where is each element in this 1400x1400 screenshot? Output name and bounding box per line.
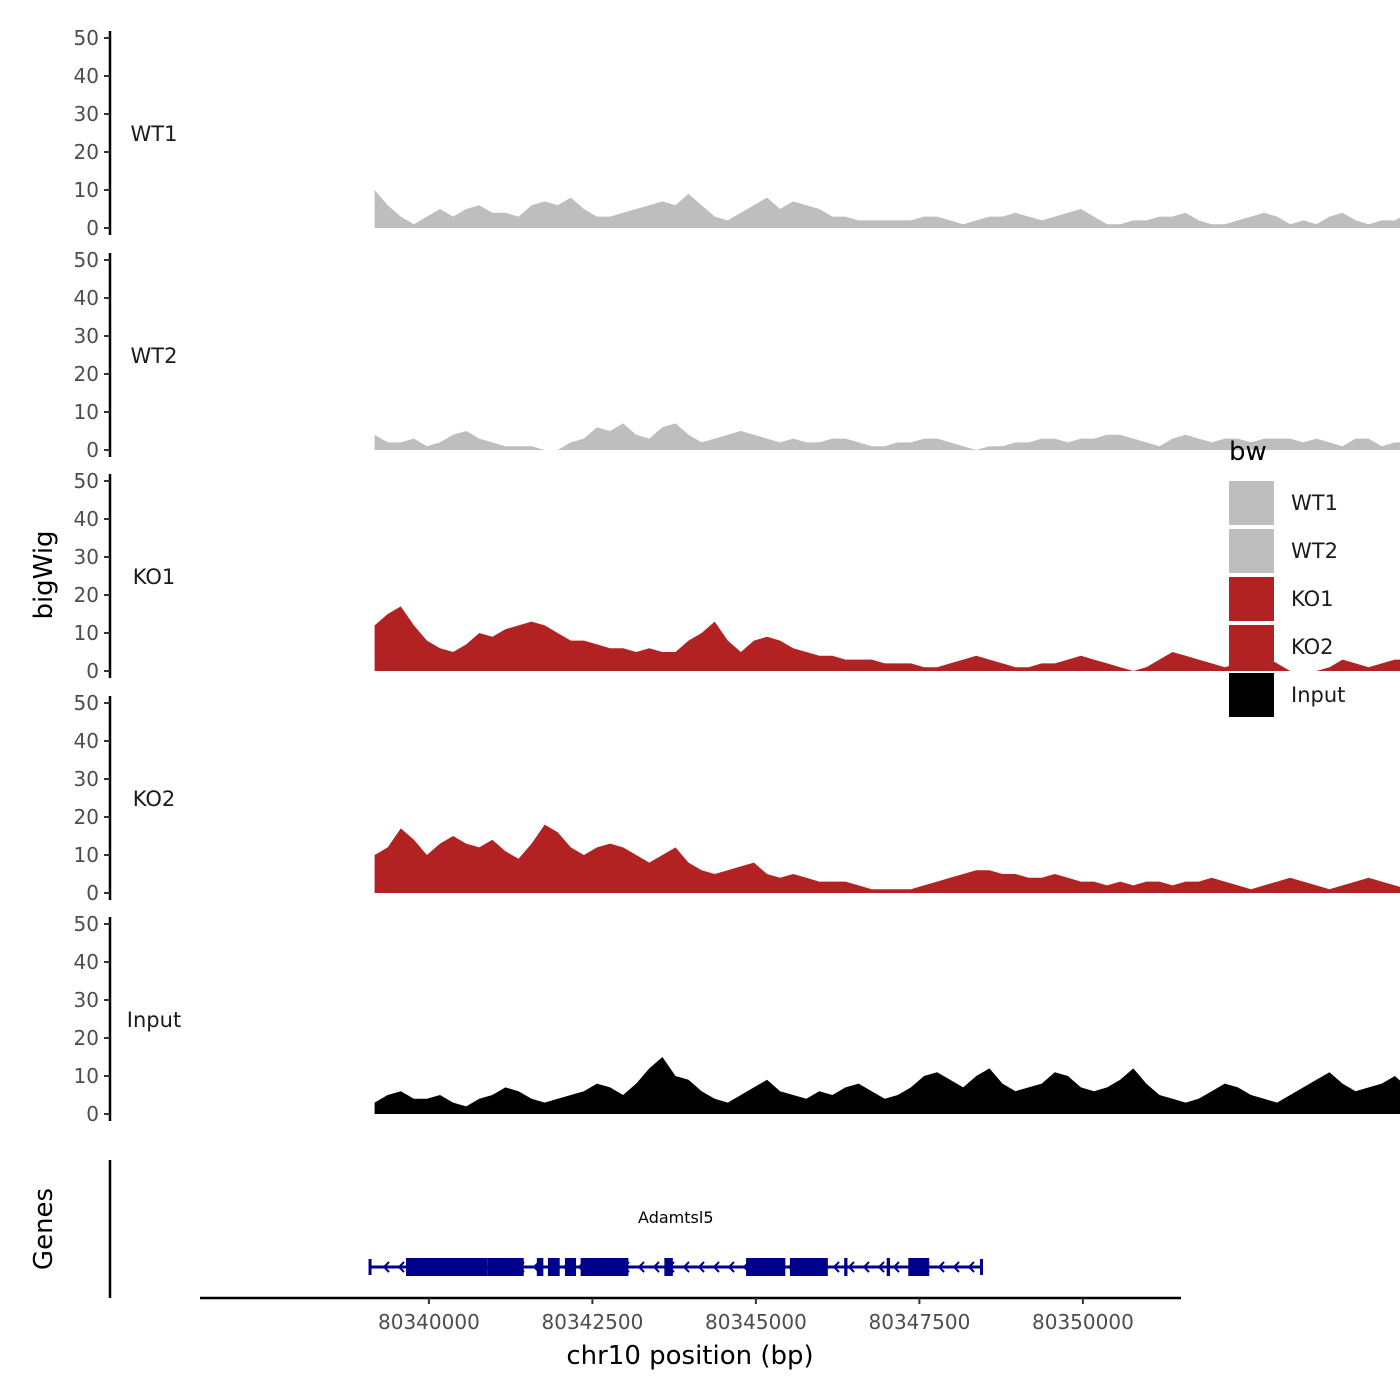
y-axis-title-group: bigWig	[29, 530, 59, 619]
gene-exon	[487, 1258, 524, 1276]
legend-key-wt1	[1229, 481, 1274, 525]
x-tick-label: 80347500	[869, 1310, 971, 1334]
track-wt1: 0 10 20 30 40 50 WT1	[74, 26, 1400, 240]
y-tick-label: 10	[74, 178, 99, 202]
strand-arrow	[862, 1261, 870, 1273]
strand-arrow	[832, 1261, 840, 1273]
legend-key-ko1	[1229, 577, 1274, 621]
y-tick-label: 50	[74, 469, 99, 493]
legend-key-ko2	[1229, 625, 1274, 669]
y-tick-label: 0	[86, 881, 99, 905]
coverage-area-ko2	[374, 824, 1400, 893]
strand-arrow	[937, 1261, 945, 1273]
x-tick-label: 80345000	[705, 1310, 807, 1334]
signal-tracks: 0 10 20 30 40 50 WT1 0 10 20 30 40 50 WT2 0 10 20 30 40 50 K…	[74, 26, 1400, 1126]
y-tick-label: 50	[74, 248, 99, 272]
y-tick-label: 20	[74, 583, 99, 607]
gene-exon	[536, 1258, 544, 1276]
y-tick-label: 10	[74, 843, 99, 867]
strand-arrow	[952, 1261, 960, 1273]
legend-label-ko2: KO2	[1291, 635, 1334, 659]
gene-exon	[564, 1258, 577, 1276]
gene-exon	[789, 1258, 828, 1276]
strand-arrow	[847, 1261, 855, 1273]
track-label: WT1	[131, 122, 178, 146]
x-tick-label: 80340000	[378, 1310, 480, 1334]
y-tick-label: 30	[74, 545, 99, 569]
coverage-area-wt1	[374, 190, 1400, 228]
gene-exon	[664, 1258, 673, 1276]
strand-arrow	[712, 1261, 720, 1273]
y-tick-label: 40	[74, 507, 99, 531]
coverage-area-input	[374, 1057, 1400, 1114]
strand-arrow	[892, 1261, 900, 1273]
y-tick-label: 40	[74, 64, 99, 88]
y-axis-title: bigWig	[29, 530, 59, 619]
y-tick-label: 0	[86, 659, 99, 683]
track-input: 0 10 20 30 40 50 Input	[74, 912, 1400, 1126]
strand-arrow	[682, 1261, 690, 1273]
gene-exon	[580, 1258, 629, 1276]
y-tick-label: 40	[74, 729, 99, 753]
y-tick-label: 0	[86, 1102, 99, 1126]
y-tick-label: 40	[74, 286, 99, 310]
coverage-area-ko1	[374, 606, 1400, 671]
y-tick-label: 10	[74, 621, 99, 645]
y-tick-label: 20	[74, 362, 99, 386]
coverage-area-wt2	[374, 423, 1400, 450]
gene-exon	[406, 1258, 488, 1276]
y-tick-label: 0	[86, 438, 99, 462]
y-tick-label: 30	[74, 988, 99, 1012]
y-tick-label: 0	[86, 216, 99, 240]
strand-arrow	[697, 1261, 705, 1273]
gene-exon	[746, 1258, 786, 1276]
track-label: WT2	[131, 344, 178, 368]
y-tick-label: 20	[74, 1026, 99, 1050]
legend-key-wt2	[1229, 529, 1274, 573]
strand-arrow	[967, 1261, 975, 1273]
strand-arrow	[652, 1261, 660, 1273]
y-tick-label: 30	[74, 324, 99, 348]
y-tick-label: 30	[74, 767, 99, 791]
y-tick-label: 20	[74, 140, 99, 164]
track-ko1: 0 10 20 30 40 50 KO1	[74, 469, 1400, 683]
y-tick-label: 50	[74, 26, 99, 50]
gene-exon	[908, 1258, 930, 1276]
y-tick-label: 10	[74, 1064, 99, 1088]
gene-exon	[547, 1258, 560, 1276]
gene-exon	[886, 1258, 890, 1276]
y-tick-label: 30	[74, 102, 99, 126]
y-tick-label: 10	[74, 400, 99, 424]
track-label: Input	[127, 1008, 181, 1032]
genes-panel-label: Genes	[29, 1188, 59, 1270]
legend: bw WT1 WT2 KO1 KO2 Input	[1229, 437, 1345, 717]
legend-title: bw	[1229, 437, 1267, 467]
y-tick-label: 20	[74, 805, 99, 829]
gene-name-label: Adamtsl5	[638, 1208, 713, 1227]
strand-arrow	[877, 1261, 885, 1273]
legend-key-input	[1229, 673, 1274, 717]
x-axis-title: chr10 position (bp)	[566, 1341, 813, 1371]
track-label: KO1	[133, 565, 176, 589]
strand-arrow	[727, 1261, 735, 1273]
x-tick-label: 80350000	[1032, 1310, 1134, 1334]
y-tick-label: 50	[74, 691, 99, 715]
y-tick-label: 40	[74, 950, 99, 974]
strand-arrow	[637, 1261, 645, 1273]
y-tick-label: 50	[74, 912, 99, 936]
legend-label-wt2: WT2	[1291, 539, 1338, 563]
track-ko2: 0 10 20 30 40 50 KO2	[74, 691, 1400, 905]
legend-label-wt1: WT1	[1291, 491, 1338, 515]
track-wt2: 0 10 20 30 40 50 WT2	[74, 248, 1400, 462]
track-label: KO2	[133, 787, 176, 811]
strand-arrow	[382, 1261, 390, 1273]
strand-arrow	[397, 1261, 405, 1273]
genes-panel: Genes Adamtsl5	[29, 1160, 984, 1298]
x-tick-label: 80342500	[542, 1310, 644, 1334]
legend-label-ko1: KO1	[1291, 587, 1334, 611]
gene-exon	[844, 1258, 848, 1276]
legend-label-input: Input	[1291, 683, 1345, 707]
x-axis: 80340000 80342500 80345000 80347500 80350000	[200, 1296, 1181, 1334]
